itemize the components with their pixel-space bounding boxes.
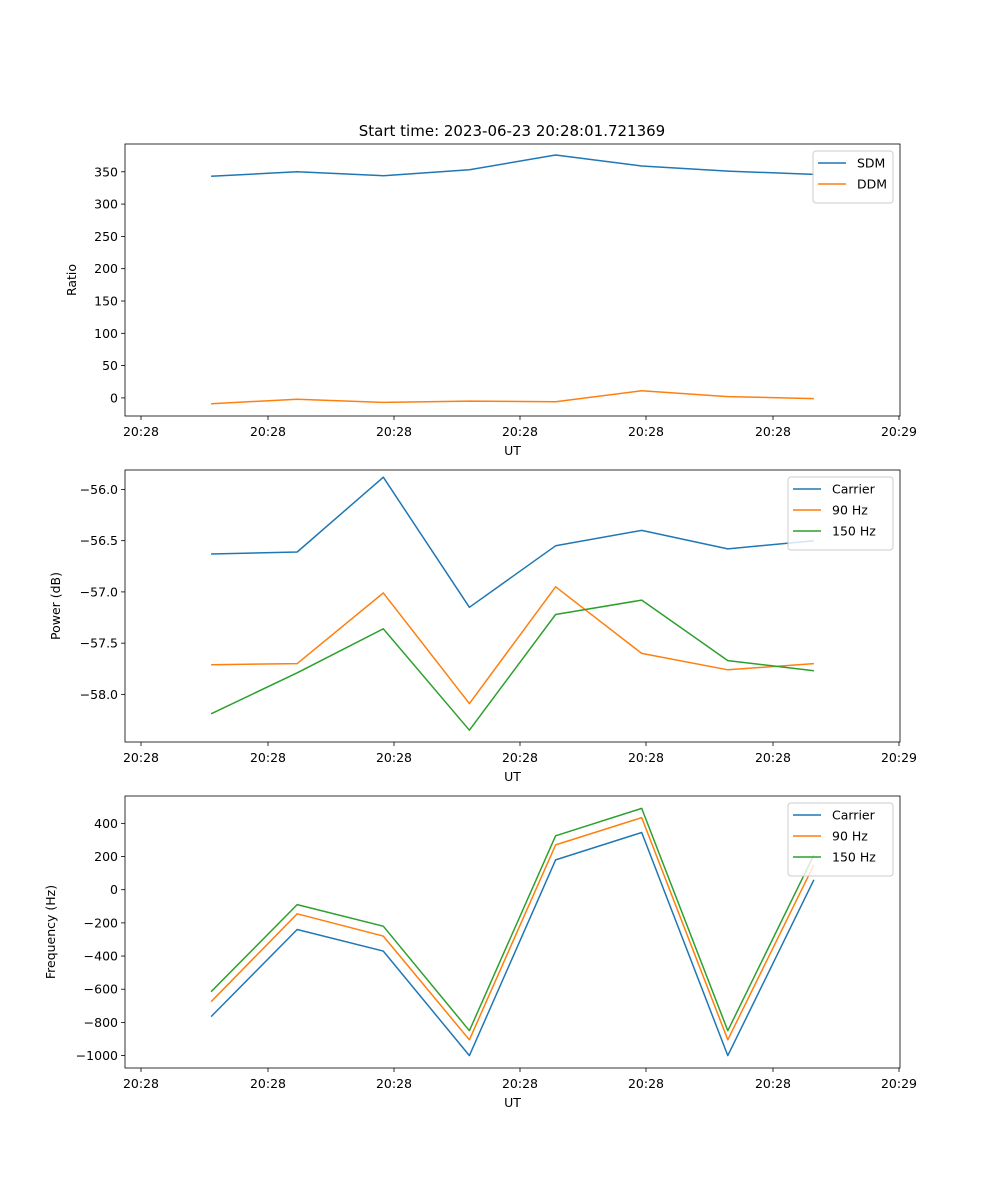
figure-title: Start time: 2023-06-23 20:28:01.721369: [359, 122, 665, 140]
x-tick-label: 20:28: [755, 1076, 791, 1091]
x-tick-label: 20:29: [881, 1076, 917, 1091]
legend-label: Carrier: [832, 808, 876, 823]
x-tick-label: 20:29: [881, 750, 917, 765]
series-line-carrier: [210, 831, 815, 1057]
y-tick-label: −1000: [76, 1048, 118, 1063]
legend-label: SDM: [857, 156, 885, 171]
x-axis-label: UT: [504, 769, 521, 784]
y-tick-label: 250: [94, 229, 118, 244]
x-tick-label: 20:28: [628, 424, 664, 439]
x-axis-label: UT: [504, 1095, 521, 1110]
legend-label: 90 Hz: [832, 829, 868, 844]
x-tick-label: 20:28: [376, 424, 412, 439]
chart-panel-2: −58.0 −57.5 −57.0 −56.5 −56.0 20:28 20:28 20:28…: [48, 469, 917, 784]
y-tick-label: −800: [84, 1015, 118, 1030]
y-axis-label: Power (dB): [48, 572, 63, 640]
y-axis-label: Ratio: [64, 264, 79, 296]
y-tick-label: −56.5: [80, 533, 118, 548]
y-tick-label: 200: [94, 261, 118, 276]
legend-label: 150 Hz: [832, 850, 876, 865]
y-tick-label: −56.0: [80, 482, 118, 497]
series-line-90-hz: [211, 586, 814, 705]
y-tick-label: 300: [94, 197, 118, 212]
y-tick-label: 100: [94, 326, 118, 341]
x-tick-label: 20:28: [250, 750, 286, 765]
y-tick-label: 0: [110, 390, 118, 405]
legend-label: 90 Hz: [832, 503, 868, 518]
x-tick-label: 20:28: [755, 424, 791, 439]
x-tick-label: 20:28: [502, 1076, 538, 1091]
x-tick-label: 20:28: [376, 1076, 412, 1091]
legend: Carrier 90 Hz 150 Hz: [787, 476, 894, 551]
y-tick-label: 350: [94, 164, 118, 179]
series-line-150-hz: [210, 599, 814, 731]
legend-label: DDM: [857, 177, 887, 192]
legend-box: [812, 150, 894, 204]
x-tick-label: 20:28: [502, 750, 538, 765]
x-tick-label: 20:28: [123, 424, 159, 439]
x-tick-label: 20:29: [881, 424, 917, 439]
series-line-carrier: [211, 476, 814, 609]
legend: Carrier 90 Hz 150 Hz: [787, 802, 894, 877]
chart-panel-1: 0 50 100 150 200 250 300 350 20:28 20:28 20:28 20:2…: [64, 143, 917, 458]
x-tick-label: 20:28: [376, 750, 412, 765]
y-tick-label: −57.0: [80, 584, 118, 599]
y-tick-label: 200: [94, 849, 118, 864]
x-tick-label: 20:28: [628, 750, 664, 765]
axes-frame: [124, 795, 901, 1069]
series-line-ddm: [211, 390, 814, 405]
y-tick-label: −200: [84, 915, 118, 930]
axes-frame: [124, 143, 901, 417]
legend: SDM DDM: [812, 150, 894, 204]
x-axis-label: UT: [504, 443, 521, 458]
y-tick-label: 150: [94, 293, 118, 308]
y-tick-label: −400: [84, 949, 118, 964]
y-tick-label: −57.5: [80, 636, 118, 651]
x-tick-label: 20:28: [123, 1076, 159, 1091]
y-tick-label: 50: [102, 358, 118, 373]
x-tick-label: 20:28: [123, 750, 159, 765]
x-tick-label: 20:28: [755, 750, 791, 765]
y-axis-label: Frequency (Hz): [43, 885, 58, 979]
x-tick-label: 20:28: [502, 424, 538, 439]
x-tick-label: 20:28: [628, 1076, 664, 1091]
series-line-90-hz: [210, 816, 815, 1041]
y-tick-label: −58.0: [80, 687, 118, 702]
x-tick-label: 20:28: [250, 424, 286, 439]
x-tick-label: 20:28: [250, 1076, 286, 1091]
legend-label: 150 Hz: [832, 524, 876, 539]
y-tick-label: 0: [110, 882, 118, 897]
series-line-150-hz: [210, 807, 815, 1032]
y-tick-label: −600: [84, 982, 118, 997]
legend-label: Carrier: [832, 482, 876, 497]
y-tick-label: 400: [94, 816, 118, 831]
axes-frame: [124, 469, 901, 743]
chart-panel-3: −1000 −800 −600 −400 −200 0 200 400 20:28 20:28 20…: [43, 795, 917, 1110]
series-line-sdm: [211, 154, 814, 178]
